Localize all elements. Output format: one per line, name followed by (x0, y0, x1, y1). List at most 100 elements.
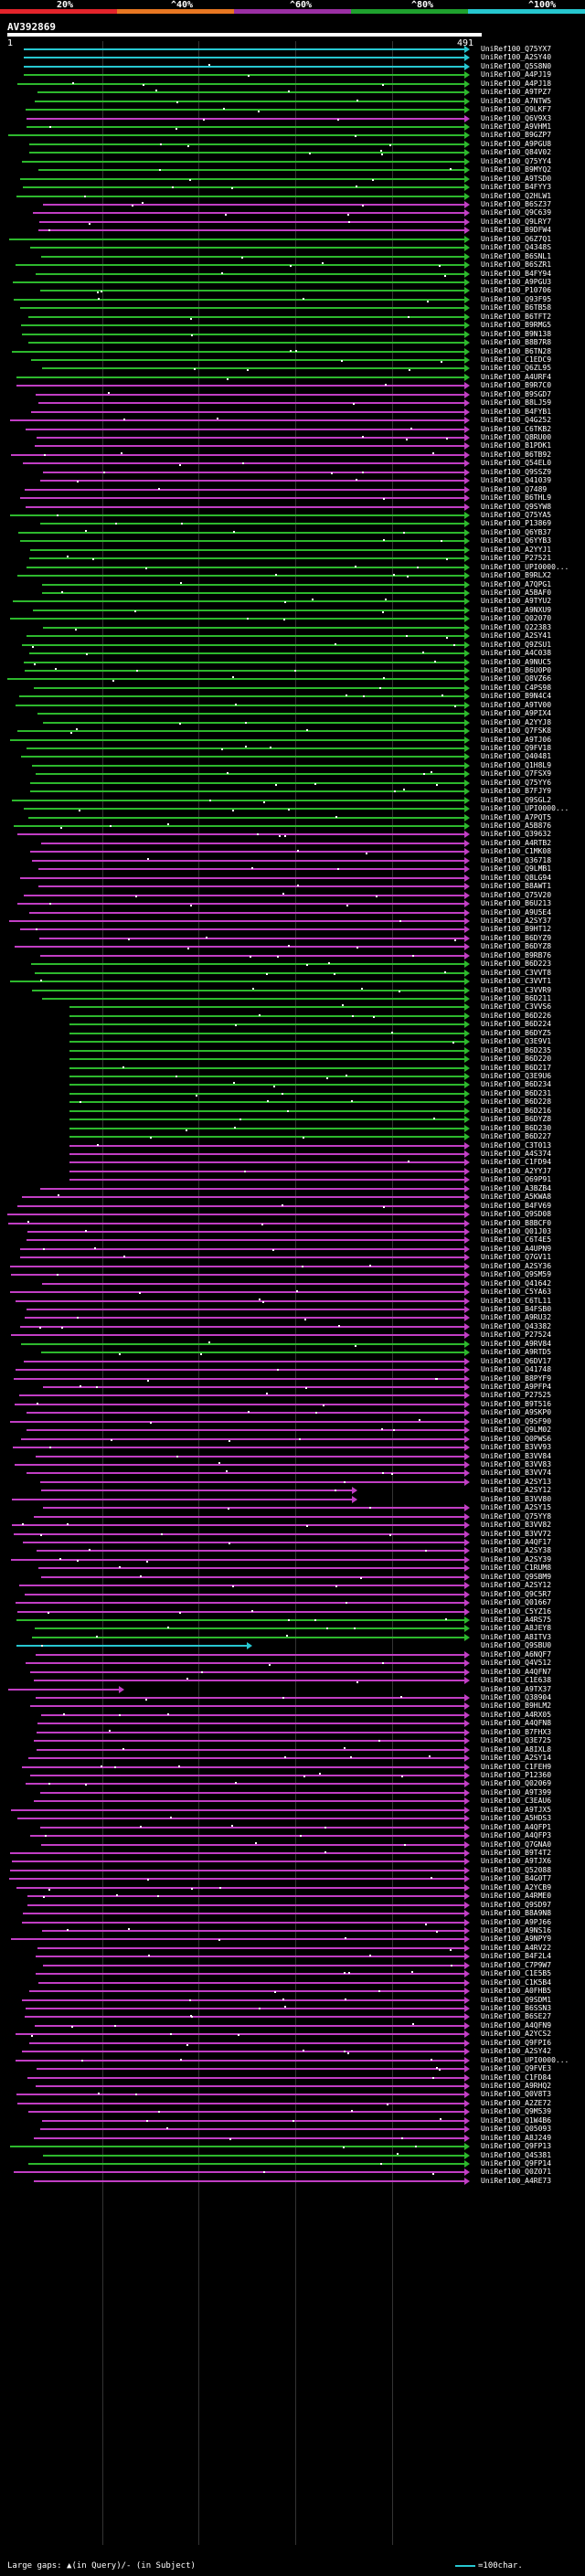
hit-label[interactable]: UniRef100_Q7GV11 (481, 1253, 552, 1261)
hit-label[interactable]: UniRef100_B9R7C0 (481, 381, 552, 389)
hit-bar[interactable] (17, 575, 464, 577)
hit-label[interactable]: UniRef100_Q8RU00 (481, 433, 552, 441)
hit-bar[interactable] (27, 1412, 464, 1414)
hit-label[interactable]: UniRef100_A0FHB5 (481, 1987, 552, 1995)
hit-label[interactable]: UniRef100_Q9SSZ9 (481, 468, 552, 476)
hit-label[interactable]: UniRef100_C1MK08 (481, 847, 552, 855)
hit-label[interactable]: UniRef100_B6THL9 (481, 493, 552, 502)
hit-label[interactable]: UniRef100_Q9LM02 (481, 1426, 552, 1434)
hit-label[interactable]: UniRef100_B3VV80 (481, 1495, 552, 1503)
hit-label[interactable]: UniRef100_B6D228 (481, 1097, 552, 1106)
hit-label[interactable]: UniRef100_B4FYB1 (481, 408, 552, 416)
hit-label[interactable]: UniRef100_Q75YY8 (481, 1512, 552, 1521)
hit-bar[interactable] (69, 1033, 464, 1034)
hit-bar[interactable] (36, 1697, 464, 1699)
hit-bar[interactable] (19, 1585, 464, 1586)
hit-label[interactable]: UniRef100_Q9SD97 (481, 1901, 552, 1909)
hit-label[interactable]: UniRef100_B9SGD7 (481, 390, 552, 398)
hit-bar[interactable] (17, 833, 464, 835)
hit-label[interactable]: UniRef100_A4RX05 (481, 1711, 552, 1719)
hit-bar[interactable] (21, 1438, 464, 1440)
hit-bar[interactable] (30, 790, 464, 792)
hit-label[interactable]: UniRef100_Q1W4B6 (481, 2116, 552, 2125)
hit-bar[interactable] (42, 584, 464, 586)
hit-label[interactable]: UniRef100_B8AWT1 (481, 882, 552, 890)
hit-label[interactable]: UniRef100_Q6ZL95 (481, 364, 552, 372)
hit-label[interactable]: UniRef100_P27525 (481, 1391, 552, 1399)
hit-label[interactable]: UniRef100_C6TKB2 (481, 425, 552, 433)
hit-bar[interactable] (37, 1732, 464, 1733)
hit-bar[interactable] (42, 2120, 464, 2122)
hit-label[interactable]: UniRef100_A9TSD0 (481, 175, 552, 183)
hit-label[interactable]: UniRef100_A9NPY9 (481, 1935, 552, 1943)
hit-bar[interactable] (20, 307, 464, 309)
hit-bar[interactable] (42, 998, 464, 1000)
hit-label[interactable]: UniRef100_C3VVR9 (481, 986, 552, 994)
hit-label[interactable]: UniRef100_A4QFP3 (481, 1831, 552, 1839)
hit-bar[interactable] (12, 1860, 464, 1862)
hit-bar[interactable] (40, 1792, 464, 1794)
hit-bar[interactable] (26, 1662, 464, 1664)
hit-label[interactable]: UniRef100_Q9SDM1 (481, 1996, 552, 2004)
hit-bar[interactable] (29, 143, 464, 145)
hit-bar[interactable] (30, 851, 464, 853)
hit-bar[interactable] (9, 920, 464, 922)
hit-label[interactable]: UniRef100_Q01667 (481, 1598, 552, 1606)
hit-label[interactable]: UniRef100_B9GZP7 (481, 131, 552, 139)
hit-label[interactable]: UniRef100_Q43382 (481, 1322, 552, 1330)
hit-bar[interactable] (21, 1343, 464, 1345)
hit-bar[interactable] (29, 557, 464, 559)
hit-label[interactable]: UniRef100_A4RE73 (481, 2177, 552, 2185)
hit-bar[interactable] (30, 782, 464, 784)
hit-bar[interactable] (40, 1481, 464, 1483)
hit-bar[interactable] (10, 981, 464, 982)
hit-bar[interactable] (25, 670, 464, 672)
hit-bar[interactable] (27, 1904, 464, 1906)
hit-label[interactable]: UniRef100_Q9C5R7 (481, 1590, 552, 1598)
hit-bar[interactable] (36, 273, 464, 275)
hit-bar[interactable] (10, 1266, 464, 1267)
hit-label[interactable]: UniRef100_C6T4E5 (481, 1235, 552, 1244)
hit-label[interactable]: UniRef100_Q6DV17 (481, 1357, 552, 1365)
hit-bar[interactable] (36, 773, 464, 775)
hit-bar[interactable] (28, 316, 464, 318)
hit-label[interactable]: UniRef100_Q9LKF7 (481, 105, 552, 113)
hit-bar[interactable] (38, 169, 464, 171)
hit-label[interactable]: UniRef100_A4QFN7 (481, 1668, 552, 1676)
hit-bar[interactable] (32, 765, 464, 767)
hit-bar[interactable] (10, 1291, 464, 1293)
hit-label[interactable]: UniRef100_A9TX37 (481, 1685, 552, 1693)
hit-bar[interactable] (21, 324, 464, 326)
hit-label[interactable]: UniRef100_B6SZ37 (481, 200, 552, 208)
hit-label[interactable]: UniRef100_A4PJ18 (481, 80, 552, 88)
hit-label[interactable]: UniRef100_A4URF4 (481, 373, 552, 381)
hit-label[interactable]: UniRef100_Q5S8N0 (481, 62, 552, 70)
hit-bar[interactable] (43, 1386, 464, 1388)
hit-bar[interactable] (69, 1067, 464, 1069)
hit-label[interactable]: UniRef100_B6D224 (481, 1020, 552, 1028)
hit-label[interactable]: UniRef100_Q4G252 (481, 416, 552, 424)
hit-label[interactable]: UniRef100_Q02069 (481, 1779, 552, 1787)
hit-label[interactable]: UniRef100_A2SY12 (481, 1581, 552, 1589)
hit-bar[interactable] (16, 2094, 464, 2095)
hit-bar[interactable] (34, 1516, 464, 1518)
hit-bar[interactable] (10, 739, 464, 741)
hit-label[interactable]: UniRef100_A2SY42 (481, 2047, 552, 2055)
hit-label[interactable]: UniRef100_B7FHX3 (481, 1728, 552, 1736)
hit-bar[interactable] (39, 221, 464, 223)
hit-label[interactable]: UniRef100_B6DYZ8 (481, 1115, 552, 1123)
hit-label[interactable]: UniRef100_A9VHM1 (481, 122, 552, 131)
hit-label[interactable]: UniRef100_Q3E9U6 (481, 1072, 552, 1080)
hit-bar[interactable] (69, 1101, 464, 1103)
hit-bar[interactable] (43, 2155, 464, 2157)
hit-label[interactable]: UniRef100_A9TJ06 (481, 736, 552, 744)
hit-bar[interactable] (26, 1783, 464, 1785)
hit-bar[interactable] (16, 196, 464, 197)
hit-bar[interactable] (34, 687, 464, 689)
hit-bar[interactable] (16, 1369, 464, 1371)
hit-label[interactable]: UniRef100_A7NTW5 (481, 97, 552, 105)
hit-bar[interactable] (69, 1153, 464, 1155)
hit-bar[interactable] (27, 1309, 464, 1310)
hit-bar[interactable] (14, 825, 464, 827)
hit-label[interactable]: UniRef100_B6D211 (481, 994, 552, 1002)
